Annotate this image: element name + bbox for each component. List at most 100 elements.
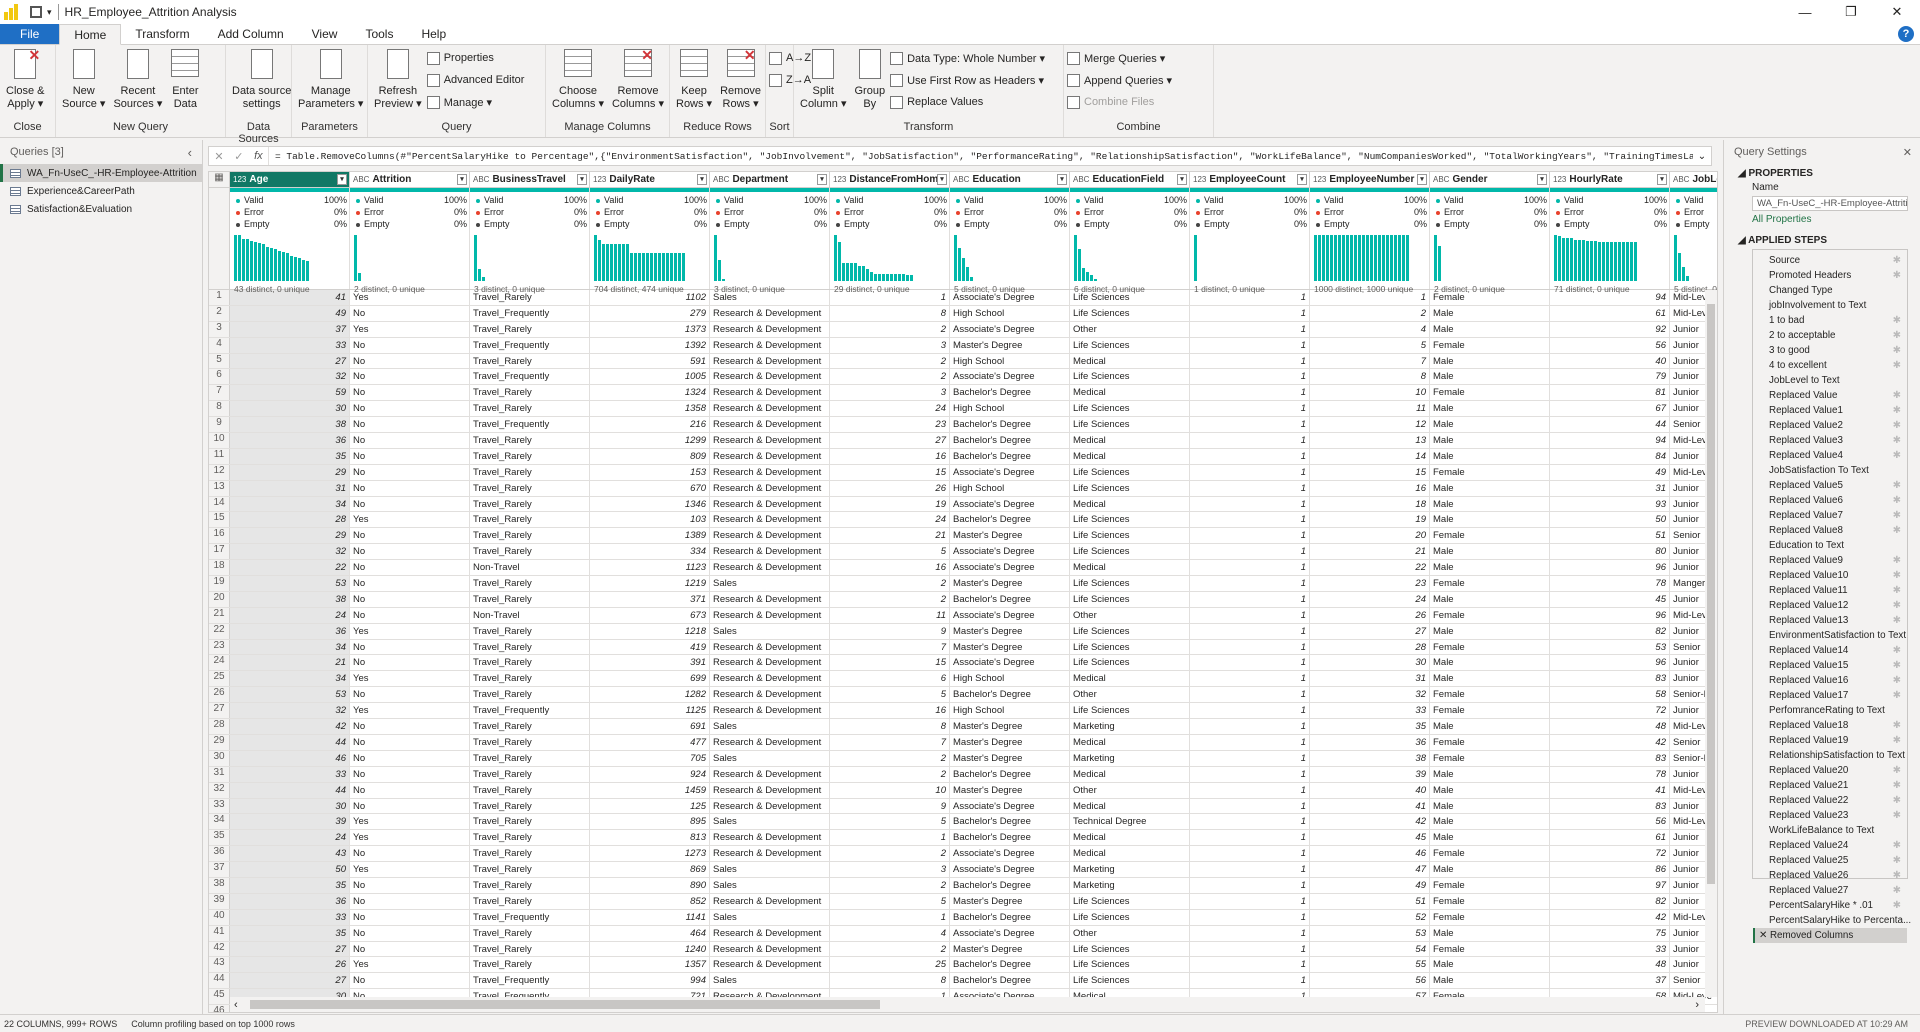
cell-attrition[interactable]: No (350, 877, 470, 893)
cell-educationfield[interactable]: Life Sciences (1070, 973, 1190, 989)
column-header-employeenumber[interactable]: 123 EmployeeNumber ▾ (1310, 172, 1430, 187)
cell-joblevel[interactable]: Senior (1670, 735, 1717, 750)
column-header-businesstravel[interactable]: ABC BusinessTravel ▾ (470, 172, 590, 187)
applied-step[interactable]: Education to Text (1753, 538, 1907, 553)
cell-businesstravel[interactable]: Travel_Rarely (470, 719, 590, 734)
restore-icon[interactable]: ❐ (1845, 4, 1857, 19)
cell-employeenumber[interactable]: 14 (1310, 448, 1430, 464)
cell-attrition[interactable]: Yes (350, 321, 470, 337)
cell-hourlyrate[interactable]: 80 (1550, 544, 1670, 560)
cell-employeecount[interactable]: 1 (1190, 528, 1310, 544)
cell-gender[interactable]: Female (1430, 687, 1550, 703)
cell-businesstravel[interactable]: Travel_Rarely (470, 576, 590, 591)
applied-step[interactable]: Replaced Value22 ✱ (1753, 793, 1907, 808)
cell-employeecount[interactable]: 1 (1190, 957, 1310, 973)
cell-education[interactable]: Associate's Degree (950, 464, 1070, 480)
cell-employeenumber[interactable]: 8 (1310, 369, 1430, 385)
cell-distancefromhome[interactable]: 5 (830, 814, 950, 830)
cell-attrition[interactable]: No (350, 528, 470, 544)
cell-businesstravel[interactable]: Travel_Rarely (470, 814, 590, 830)
cell-education[interactable]: Bachelor's Degree (950, 814, 1070, 830)
filter-dropdown-icon[interactable]: ▾ (1537, 174, 1547, 185)
cell-age[interactable]: 43 (230, 846, 350, 862)
cell-distancefromhome[interactable]: 2 (830, 846, 950, 862)
applied-step[interactable]: Replaced Value9 ✱ (1753, 553, 1907, 568)
cell-joblevel[interactable]: Junior (1670, 544, 1717, 559)
cell-joblevel[interactable]: Junior (1670, 338, 1717, 353)
step-settings-gear-icon[interactable]: ✱ (1892, 570, 1901, 581)
cell-joblevel[interactable]: Junior (1670, 385, 1717, 400)
type-number-icon[interactable]: 123 (1313, 175, 1327, 184)
cell-gender[interactable]: Male (1430, 401, 1550, 417)
applied-step[interactable]: jobInvolvement to Text (1753, 298, 1907, 313)
cell-education[interactable]: Associate's Degree (950, 846, 1070, 862)
cell-dailyrate[interactable]: 1125 (590, 703, 710, 719)
cell-dailyrate[interactable]: 1392 (590, 337, 710, 353)
step-settings-gear-icon[interactable]: ✱ (1892, 870, 1901, 881)
cell-age[interactable]: 53 (230, 687, 350, 703)
cell-department[interactable]: Research & Development (710, 639, 830, 655)
cell-employeecount[interactable]: 1 (1190, 448, 1310, 464)
cell-hourlyrate[interactable]: 56 (1550, 337, 1670, 353)
cell-joblevel[interactable]: Mid-Leve (1670, 910, 1717, 925)
cell-distancefromhome[interactable]: 1 (830, 909, 950, 925)
cell-age[interactable]: 28 (230, 512, 350, 528)
cell-dailyrate[interactable]: 1324 (590, 385, 710, 401)
cell-distancefromhome[interactable]: 11 (830, 607, 950, 623)
cell-education[interactable]: Master's Degree (950, 941, 1070, 957)
refresh-button[interactable]: Refresh Preview ▾ (371, 47, 425, 121)
cell-employeenumber[interactable]: 27 (1310, 623, 1430, 639)
cell-dailyrate[interactable]: 1299 (590, 433, 710, 448)
cell-employeecount[interactable]: 1 (1190, 687, 1310, 703)
cell-employeecount[interactable]: 1 (1190, 830, 1310, 846)
cell-dailyrate[interactable]: 391 (590, 655, 710, 671)
type-number-icon[interactable]: 123 (833, 175, 847, 184)
cell-educationfield[interactable]: Life Sciences (1070, 528, 1190, 544)
cell-education[interactable]: Bachelor's Degree (950, 591, 1070, 607)
cell-dailyrate[interactable]: 1357 (590, 957, 710, 973)
cell-joblevel[interactable]: Senior (1670, 528, 1717, 543)
filter-dropdown-icon[interactable]: ▾ (1657, 174, 1667, 185)
cell-dailyrate[interactable]: 371 (590, 591, 710, 607)
cell-hourlyrate[interactable]: 83 (1550, 671, 1670, 687)
cell-employeenumber[interactable]: 23 (1310, 576, 1430, 591)
cell-age[interactable]: 33 (230, 909, 350, 925)
cell-employeecount[interactable]: 1 (1190, 639, 1310, 655)
cell-joblevel[interactable]: Junior (1670, 862, 1717, 877)
recent-sources-button[interactable]: Recent Sources ▾ (110, 47, 165, 121)
cell-dailyrate[interactable]: 1005 (590, 369, 710, 385)
cell-joblevel[interactable]: Mid-Leve (1670, 719, 1717, 734)
applied-step[interactable]: 2 to acceptable ✱ (1753, 328, 1907, 343)
cell-educationfield[interactable]: Life Sciences (1070, 417, 1190, 433)
cell-dailyrate[interactable]: 994 (590, 973, 710, 989)
cell-gender[interactable]: Male (1430, 305, 1550, 321)
cell-department[interactable]: Research & Development (710, 305, 830, 321)
cell-employeecount[interactable]: 1 (1190, 576, 1310, 591)
table-menu-icon[interactable]: ▦ (209, 172, 230, 187)
cell-education[interactable]: Associate's Degree (950, 862, 1070, 877)
cell-businesstravel[interactable]: Non-Travel (470, 607, 590, 623)
cell-employeenumber[interactable]: 18 (1310, 496, 1430, 512)
cell-distancefromhome[interactable]: 16 (830, 560, 950, 576)
cell-joblevel[interactable]: Senior (1670, 973, 1717, 988)
cell-age[interactable]: 26 (230, 957, 350, 973)
cell-educationfield[interactable]: Marketing (1070, 719, 1190, 734)
cell-businesstravel[interactable]: Travel_Frequently (470, 703, 590, 719)
cell-dailyrate[interactable]: 477 (590, 734, 710, 750)
cell-joblevel[interactable]: Mid-Leve (1670, 989, 1717, 1004)
cell-hourlyrate[interactable]: 58 (1550, 989, 1670, 1005)
cell-education[interactable]: Associate's Degree (950, 989, 1070, 1005)
cell-hourlyrate[interactable]: 78 (1550, 766, 1670, 782)
step-settings-gear-icon[interactable]: ✱ (1892, 810, 1901, 821)
cell-hourlyrate[interactable]: 83 (1550, 798, 1670, 814)
fx-icon[interactable]: fx (254, 150, 263, 162)
type-text-icon[interactable]: ABC (1673, 175, 1690, 184)
cell-employeecount[interactable]: 1 (1190, 941, 1310, 957)
cell-educationfield[interactable]: Other (1070, 687, 1190, 703)
commit-formula-icon[interactable]: ✓ (234, 150, 244, 163)
cell-gender[interactable]: Male (1430, 480, 1550, 496)
cell-attrition[interactable]: No (350, 369, 470, 385)
cell-businesstravel[interactable]: Travel_Rarely (470, 782, 590, 798)
cell-dailyrate[interactable]: 419 (590, 639, 710, 655)
cell-businesstravel[interactable]: Travel_Rarely (470, 846, 590, 862)
